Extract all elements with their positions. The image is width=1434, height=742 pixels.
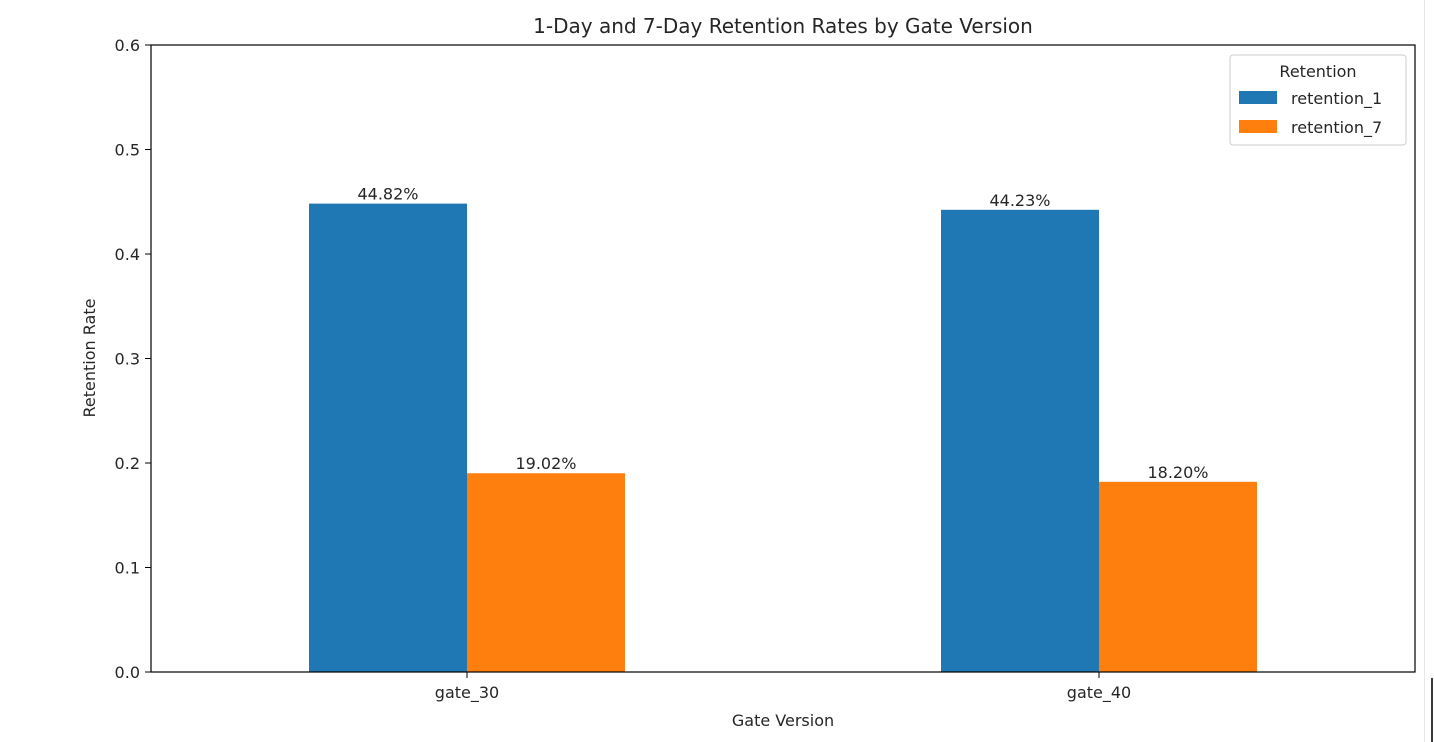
legend-label-retention-1: retention_1	[1291, 89, 1382, 109]
window-edge-marker	[1431, 678, 1433, 742]
x-axis-label: Gate Version	[732, 711, 834, 730]
window-edge-divider	[1424, 0, 1425, 742]
bar-labels-group: 44.82% 19.02% 44.23% 18.20%	[357, 185, 1208, 482]
bar-label-retention-7-gate-30: 19.02%	[515, 454, 576, 473]
y-tick-label: 0.6	[115, 36, 140, 55]
y-axis-label: Retention Rate	[80, 299, 99, 418]
bar-retention-1-gate-40	[941, 209, 1099, 673]
y-tick-label: 0.4	[115, 245, 140, 264]
y-tick-label: 0.3	[115, 350, 140, 369]
legend-swatch-retention-7	[1239, 120, 1277, 133]
bar-label-retention-1-gate-30: 44.82%	[357, 185, 418, 204]
legend-swatch-retention-1	[1239, 91, 1277, 104]
x-tick-label-gate-30: gate_30	[435, 683, 499, 703]
legend-label-retention-7: retention_7	[1291, 118, 1382, 138]
legend-title: Retention	[1279, 62, 1356, 81]
bar-retention-1-gate-30	[309, 203, 467, 672]
y-tick-label: 0.2	[115, 454, 140, 473]
y-tick-label: 0.0	[115, 663, 140, 682]
x-axis: gate_30 gate_40	[435, 672, 1131, 703]
y-axis: 0.0 0.1 0.2 0.3 0.4 0.5 0.6	[115, 36, 151, 682]
bar-label-retention-7-gate-40: 18.20%	[1147, 463, 1208, 482]
y-tick-label: 0.5	[115, 141, 140, 160]
bar-label-retention-1-gate-40: 44.23%	[989, 191, 1050, 210]
legend: Retention retention_1 retention_7	[1229, 54, 1407, 146]
bar-retention-7-gate-40	[1099, 481, 1257, 672]
y-tick-label: 0.1	[115, 559, 140, 578]
chart-title: 1-Day and 7-Day Retention Rates by Gate …	[533, 14, 1033, 38]
bars-group	[309, 203, 1257, 673]
bar-retention-7-gate-30	[467, 473, 625, 672]
x-tick-label-gate-40: gate_40	[1067, 683, 1131, 703]
